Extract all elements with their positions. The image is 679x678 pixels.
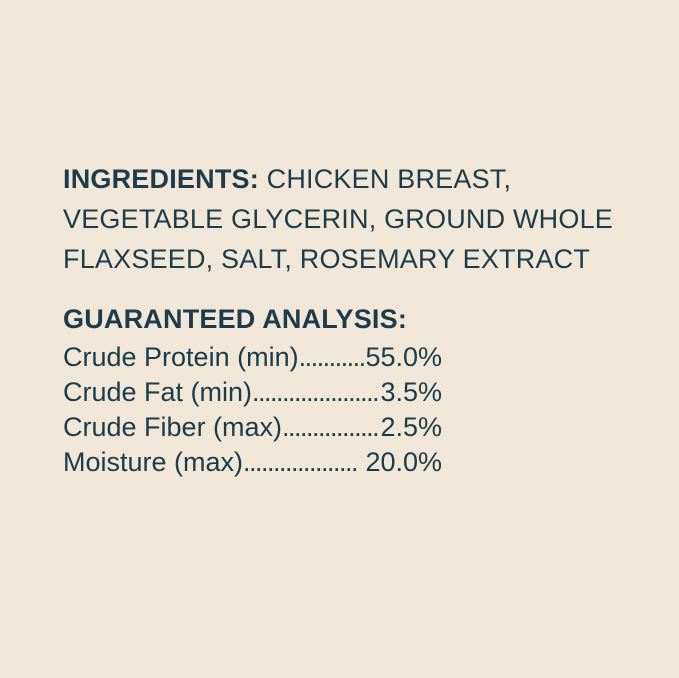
ingredients-line-3: FLAXSEED, SALT, ROSEMARY EXTRACT: [63, 244, 591, 274]
ingredients-line-1: INGREDIENTS: CHICKEN BREAST,: [63, 159, 623, 199]
analysis-row-label: Crude Fat (min): [63, 377, 253, 407]
ingredients-heading: INGREDIENTS:: [63, 164, 259, 194]
analysis-row-crude-protein: Crude Protein (min) ....................…: [63, 340, 442, 375]
guaranteed-analysis-table: Crude Protein (min) ....................…: [63, 340, 442, 480]
analysis-row-value: 2.5%: [380, 412, 442, 442]
analysis-row-crude-fat: Crude Fat (min) ........................…: [63, 375, 442, 410]
analysis-row-label: Crude Fiber (max): [63, 412, 283, 442]
dot-leader: ........................................…: [298, 342, 366, 372]
guaranteed-analysis-heading: GUARANTEED ANALYSIS:: [63, 304, 408, 334]
pet-food-label-panel: INGREDIENTS: CHICKEN BREAST, VEGETABLE G…: [63, 159, 623, 480]
dot-leader: ........................................…: [252, 377, 381, 407]
ingredients-paragraph: INGREDIENTS: CHICKEN BREAST, VEGETABLE G…: [63, 159, 623, 279]
analysis-row-value: 3.5%: [380, 377, 442, 407]
analysis-row-crude-fiber: Crude Fiber (max) ......................…: [63, 410, 442, 445]
analysis-row-moisture: Moisture (max) .........................…: [63, 445, 442, 480]
dot-leader: ........................................…: [243, 447, 358, 477]
analysis-row-value: 55.0%: [365, 342, 442, 372]
analysis-row-label: Crude Protein (min): [63, 342, 299, 372]
analysis-row-label: Moisture (max): [63, 447, 244, 477]
analysis-row-value: 20.0%: [357, 447, 442, 477]
ingredients-line-1-text: CHICKEN BREAST,: [266, 164, 512, 194]
ingredients-line-2: VEGETABLE GLYCERIN, GROUND WHOLE: [63, 204, 613, 234]
dot-leader: ........................................…: [282, 412, 380, 442]
